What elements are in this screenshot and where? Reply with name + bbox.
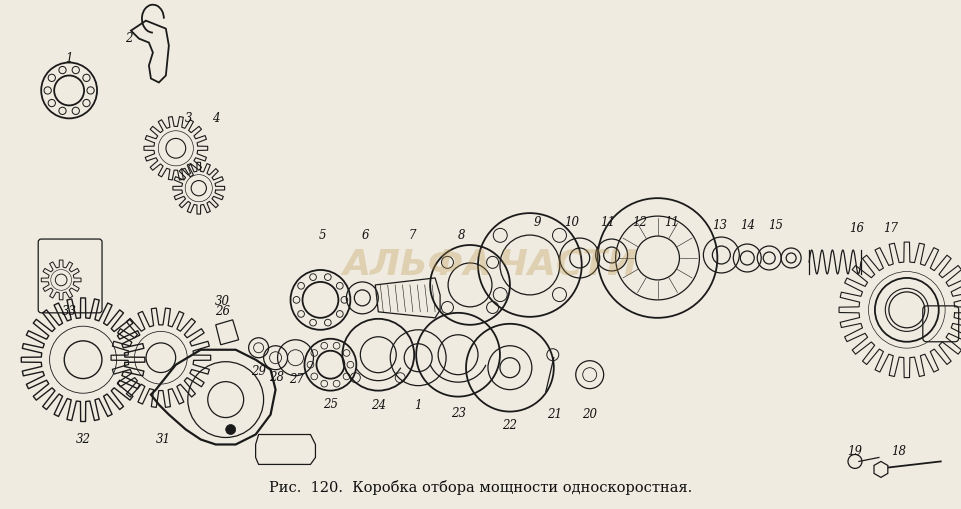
Text: 25: 25 [323,398,337,411]
Text: 26: 26 [215,305,230,318]
Text: Рис.  120.  Коробка отбора мощности односкоростная.: Рис. 120. Коробка отбора мощности односк… [269,480,692,495]
Text: 27: 27 [288,373,304,386]
Text: 7: 7 [408,229,415,242]
Text: 1: 1 [65,52,73,65]
Text: 22: 22 [502,419,517,432]
Text: 24: 24 [370,399,385,412]
Text: 17: 17 [882,221,898,235]
Text: АЛЬФА ЧАСТИ: АЛЬФА ЧАСТИ [342,248,637,282]
Text: 21: 21 [547,408,562,421]
Text: 6: 6 [361,229,369,242]
Text: 23: 23 [450,407,465,420]
Text: 31: 31 [156,433,170,446]
Text: 10: 10 [564,216,579,229]
Text: 13: 13 [711,218,727,232]
Text: 18: 18 [891,445,905,458]
Circle shape [226,425,235,435]
Text: 14: 14 [739,218,754,232]
Text: 16: 16 [849,221,864,235]
Text: 29: 29 [251,365,266,378]
Text: 32: 32 [76,433,90,446]
Text: 12: 12 [631,216,647,229]
Text: 4: 4 [211,112,219,125]
Text: 3: 3 [185,112,192,125]
Text: 19: 19 [847,445,862,458]
Text: 11: 11 [600,216,614,229]
Text: 30: 30 [215,295,230,308]
Text: 1: 1 [414,399,422,412]
Text: 15: 15 [767,218,782,232]
Text: 28: 28 [269,371,283,384]
Text: 2: 2 [125,32,133,45]
Text: 9: 9 [533,216,541,229]
Text: 20: 20 [581,408,597,421]
Text: 8: 8 [457,229,465,242]
Text: 33: 33 [62,305,77,318]
Text: 11: 11 [663,216,678,229]
Text: 5: 5 [318,229,326,242]
